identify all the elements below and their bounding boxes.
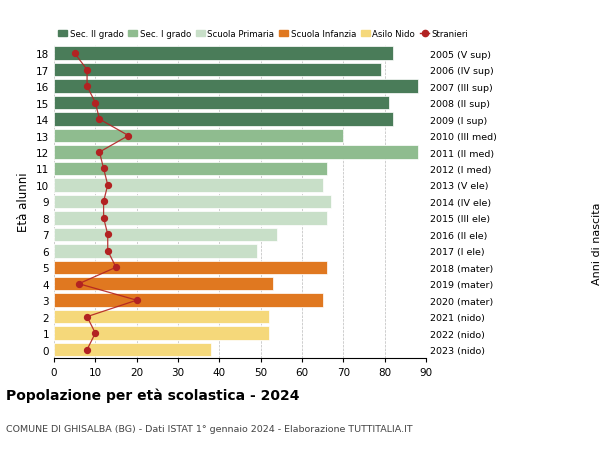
Point [91,330,100,337]
Text: COMUNE DI GHISALBA (BG) - Dati ISTAT 1° gennaio 2024 - Elaborazione TUTTITALIA.I: COMUNE DI GHISALBA (BG) - Dati ISTAT 1° … [6,425,413,434]
Text: Popolazione per età scolastica - 2024: Popolazione per età scolastica - 2024 [6,388,299,403]
Point [74,280,83,288]
Point [99,198,109,206]
Point [111,264,121,271]
Point [70,50,79,58]
Point [99,165,109,173]
Bar [54,113,393,127]
Bar [54,129,343,143]
Bar [54,195,331,209]
Text: Anni di nascita: Anni di nascita [592,202,600,284]
Bar [54,97,389,110]
Bar [54,146,418,159]
Bar [54,277,273,291]
Point [103,231,113,239]
Bar [54,327,269,340]
Point [95,149,104,157]
Bar [54,64,380,77]
Point [82,67,92,74]
Y-axis label: Età alunni: Età alunni [17,172,31,232]
Bar [54,162,327,176]
Legend: Sec. II grado, Sec. I grado, Scuola Primaria, Scuola Infanzia, Asilo Nido, Stran: Sec. II grado, Sec. I grado, Scuola Prim… [58,29,468,39]
Bar [54,228,277,241]
Point [124,133,133,140]
Point [82,346,92,353]
Point [103,247,113,255]
Bar [54,179,323,192]
Point [82,313,92,321]
Bar [54,80,418,94]
Bar [54,261,327,274]
Bar [54,310,269,324]
Point [91,100,100,107]
Point [99,215,109,222]
Bar [54,343,211,357]
Point [103,182,113,189]
Bar [54,245,257,258]
Point [132,297,142,304]
Point [95,116,104,123]
Bar [54,294,323,307]
Point [82,83,92,90]
Bar [54,47,393,61]
Bar [54,212,327,225]
